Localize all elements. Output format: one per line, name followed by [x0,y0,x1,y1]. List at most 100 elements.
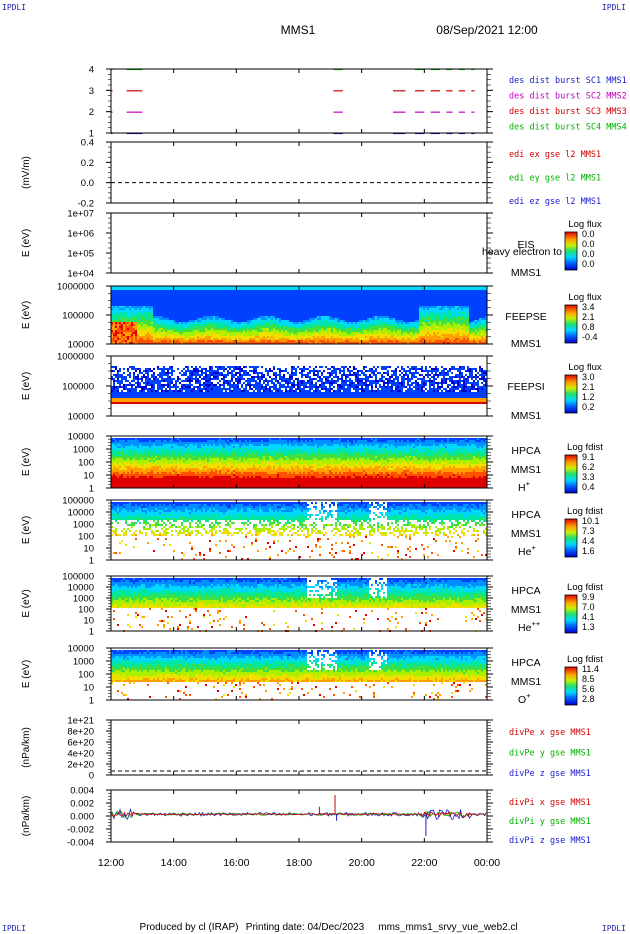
spectrogram-cell [223,312,225,314]
spectrogram-cell [249,300,251,302]
spectrogram-cell [283,336,285,338]
spectrogram-cell [401,314,403,316]
spectrogram-cell [215,292,217,294]
spectrogram-cell [343,326,345,328]
spectrogram-cell [411,290,413,292]
spectrogram-cell [273,322,275,324]
spectrogram-cell [197,322,199,324]
spectrogram-cell [407,304,409,306]
spectrogram-cell [273,304,275,306]
spectrogram-cell [285,328,287,330]
spectrogram-cell [397,330,399,332]
spectrogram-cell [423,306,425,308]
spectrogram-cell [135,300,137,302]
spectrogram-cell [335,310,337,312]
spectrogram-cell [235,308,237,310]
spectrogram-cell [157,312,159,314]
spectrogram-cell [357,288,359,290]
spectrogram-cell [383,322,385,324]
spectrogram-cell [385,336,387,338]
spectrogram-cell [205,298,207,300]
spectrogram-cell [115,324,117,326]
spectrogram-cell [121,316,123,318]
spectrogram-cell [355,326,357,328]
spectrogram-cell [275,324,277,326]
spectrogram-cell [173,330,175,332]
spectrogram-cell [319,288,321,290]
spectrogram-cell [271,328,273,330]
spectrogram-cell [157,296,159,298]
spectrogram-cell [339,336,341,338]
spectrogram-cell [383,302,385,304]
spectrogram-cell [263,292,265,294]
spectrogram-cell [271,318,273,320]
spectrogram-cell [371,300,373,302]
spectrogram-cell [133,332,135,334]
spectrogram-cell [159,316,161,318]
spectrogram-cell [139,292,141,294]
spectrogram-cell [311,302,313,304]
spectrogram-cell [151,338,153,340]
spectrogram-cell [287,298,289,300]
spectrogram-cell [137,316,139,318]
spectrogram-cell [241,332,243,334]
spectrogram-cell [245,330,247,332]
spectrogram-cell [193,318,195,320]
spectrogram-cell [221,310,223,312]
spectrogram-cell [119,316,121,318]
spectrogram-cell [353,322,355,324]
spectrogram-cell [415,292,417,294]
spectrogram-cell [125,338,127,340]
spectrogram-cell [229,332,231,334]
spectrogram-cell [247,296,249,298]
spectrogram-cell [171,336,173,338]
spectrogram-cell [187,292,189,294]
spectrogram-cell [433,340,435,342]
spectrogram-cell [373,290,375,292]
spectrogram-cell [143,314,145,316]
spectrogram-cell [419,300,421,302]
spectrogram-cell [335,306,337,308]
spectrogram-cell [433,326,435,328]
spectrogram-cell [119,328,121,330]
spectrogram-cell [415,340,417,342]
spectrogram-cell [325,328,327,330]
spectrogram-cell [377,300,379,302]
spectrogram-cell [149,332,151,334]
spectrogram-cell [129,294,131,296]
spectrogram-cell [141,330,143,332]
spectrogram-cell [395,324,397,326]
spectrogram-cell [399,322,401,324]
spectrogram-cell [191,296,193,298]
spectrogram-cell [427,312,429,314]
spectrogram-cell [291,314,293,316]
spectrogram-cell [231,324,233,326]
spectrogram-cell [325,290,327,292]
spectrogram-cell [187,334,189,336]
spectrogram-cell [121,326,123,328]
spectrogram-cell [237,306,239,308]
spectrogram-cell [113,320,115,322]
spectrogram-cell [149,292,151,294]
spectrogram-cell [157,294,159,296]
spectrogram-cell [207,324,209,326]
spectrogram-cell [279,294,281,296]
spectrogram-cell [115,306,117,308]
spectrogram-cell [159,320,161,322]
spectrogram-cell [415,302,417,304]
spectrogram-cell [279,298,281,300]
spectrogram-cell [241,310,243,312]
spectrogram-cell [337,340,339,342]
spectrogram-cell [163,298,165,300]
spectrogram-cell [349,306,351,308]
spectrogram-cell [241,318,243,320]
spectrogram-cell [301,338,303,340]
spectrogram-cell [381,324,383,326]
spectrogram-cell [439,294,441,296]
spectrogram-cell [297,298,299,300]
spectrogram-cell [209,340,211,342]
spectrogram-cell [313,312,315,314]
spectrogram-cell [341,332,343,334]
spectrogram-cell [169,294,171,296]
spectrogram-cell [185,296,187,298]
